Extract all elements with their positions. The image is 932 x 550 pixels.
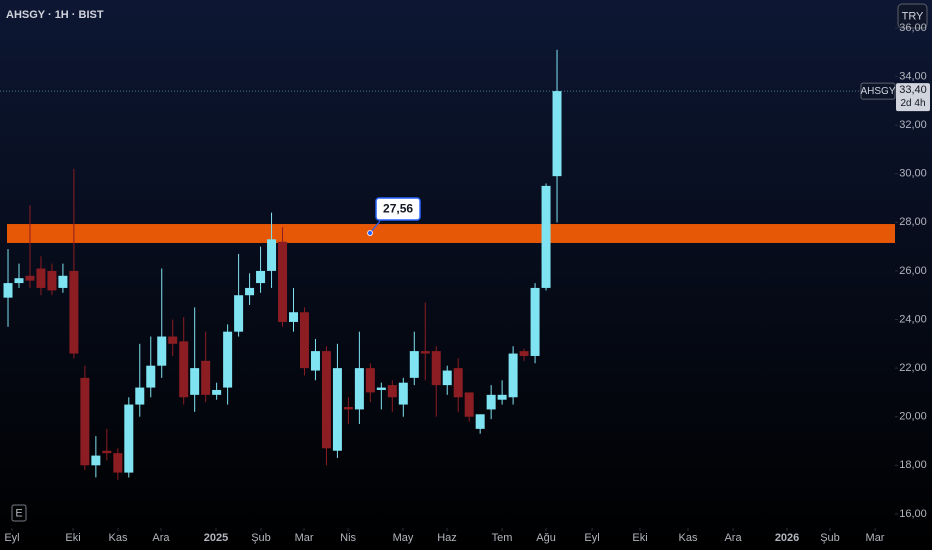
x-tick-label: Nis [340,532,356,544]
x-tick-label: Mar [866,532,885,544]
candle-body [508,353,518,398]
annotation-box [375,197,421,221]
candle-body [343,406,353,410]
x-tick-label: Şub [251,532,271,544]
x-tick-label: Ara [724,532,742,544]
x-tick-label: Kas [109,532,128,544]
x-tick-label: Haz [437,532,457,544]
y-tick-label: 30,00 [899,168,927,180]
candle-body [146,365,156,388]
x-tick-label: Eyl [4,532,19,544]
candle-body [321,351,331,449]
x-tick-label: Ağu [536,532,556,544]
candle-body [552,91,562,177]
y-tick-label: 16,00 [899,508,927,520]
candle-body [179,341,189,398]
annotation-label: 27,56 [383,202,413,216]
candle-body [431,351,441,386]
y-tick-label: 36,00 [899,22,927,34]
y-tick-label: 34,00 [899,70,927,82]
y-tick-label: 20,00 [899,411,927,423]
candle-body [387,385,397,398]
candle-body [113,453,123,473]
candle-body [310,351,320,371]
candle-body [299,312,309,369]
x-tick-label: Tem [492,532,513,544]
y-tick-label: 18,00 [899,459,927,471]
candle-body [168,336,178,344]
candle-body [223,331,233,388]
candle-body [289,312,299,322]
candle-body [519,351,529,356]
currency-label[interactable]: TRY [902,10,924,22]
symbol-box [860,82,896,100]
candle-body [475,414,485,429]
candle-body [453,368,463,398]
candle-body [464,392,474,417]
candle-body [58,275,68,288]
candle-body [234,295,244,332]
y-tick-label: 28,00 [899,216,927,228]
candle-body [332,368,342,451]
x-tick-label: Şub [820,532,840,544]
candle-body [442,370,452,386]
candle-body [267,239,277,271]
candle-body [190,368,200,395]
candle-body [212,389,222,395]
y-tick-label: 32,00 [899,119,927,131]
annotation-point [367,230,373,236]
x-tick-label: 2026 [775,532,799,544]
chart-title: AHSGY · 1H · BIST [6,9,104,21]
candle-body [420,351,430,354]
badge[interactable]: E [15,507,22,519]
price-box [896,83,930,112]
candle-body [409,351,419,378]
candle-body [354,368,364,410]
candle-body [486,394,496,410]
symbol-label: AHSGY [860,86,895,97]
x-tick-label: Kas [679,532,698,544]
x-tick-label: Ara [152,532,170,544]
candle-body [69,270,79,354]
x-tick-label: Eki [65,532,80,544]
candle-body [124,404,134,473]
y-tick-label: 24,00 [899,313,927,325]
y-tick-label: 26,00 [899,265,927,277]
candle-body [80,377,90,466]
candle-body [102,450,112,454]
candle-body [497,394,507,400]
candle-body [376,387,386,390]
currency-button[interactable] [897,3,928,29]
candle-body [91,455,101,466]
candle-body [47,270,57,291]
zone [7,224,895,243]
price-label: 33,40 [899,84,927,96]
x-tick-label: Mar [295,532,314,544]
candle-body [201,360,211,395]
candle-body [157,336,167,366]
badge-box[interactable] [11,504,27,522]
x-tick-label: Eyl [584,532,599,544]
candle-body [541,185,551,288]
x-tick-label: May [393,532,414,544]
countdown-label: 2d 4h [900,98,925,109]
candle-body [135,387,145,405]
candle-body [278,241,288,322]
candle-body [14,278,24,284]
candle-body [245,287,255,296]
candle-body [365,368,375,393]
candle-body [3,283,13,298]
candle-body [256,270,266,284]
candle-body [25,275,35,281]
candle-body [530,287,540,356]
x-tick-label: 2025 [204,532,228,544]
y-tick-label: 22,00 [899,362,927,374]
candle-body [398,382,408,405]
candle-body [36,268,46,288]
x-tick-label: Eki [632,532,647,544]
